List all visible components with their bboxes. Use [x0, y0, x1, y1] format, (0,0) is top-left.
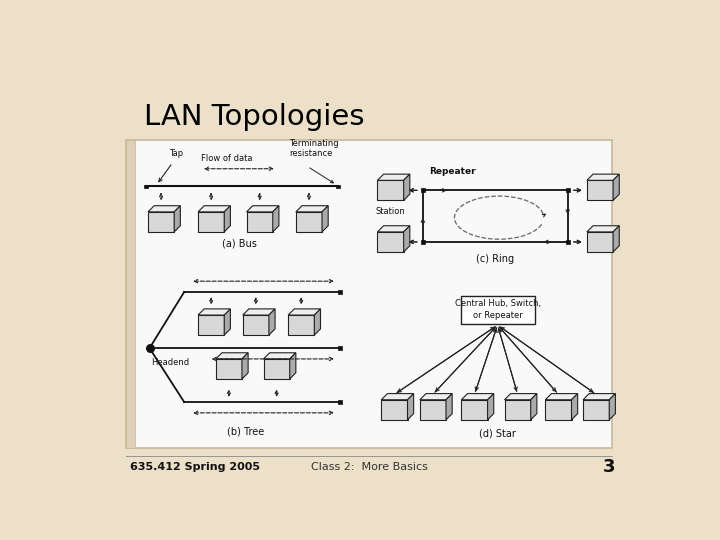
Polygon shape [566, 188, 570, 192]
Polygon shape [273, 206, 279, 232]
Polygon shape [377, 226, 410, 232]
Text: (b) Tree: (b) Tree [228, 427, 264, 436]
Polygon shape [421, 240, 425, 244]
Polygon shape [382, 394, 414, 400]
Polygon shape [572, 394, 577, 420]
Polygon shape [224, 309, 230, 335]
Text: (c) Ring: (c) Ring [476, 254, 514, 264]
Polygon shape [505, 394, 537, 400]
Text: (a) Bus: (a) Bus [222, 239, 257, 248]
Text: Tap: Tap [168, 149, 183, 158]
Polygon shape [420, 394, 452, 400]
Polygon shape [420, 400, 446, 420]
Polygon shape [224, 206, 230, 232]
FancyBboxPatch shape [126, 140, 135, 448]
Polygon shape [198, 315, 224, 335]
Polygon shape [243, 315, 269, 335]
Polygon shape [462, 400, 487, 420]
Text: Central Hub, Switch,: Central Hub, Switch, [454, 299, 541, 308]
Polygon shape [545, 400, 572, 420]
Polygon shape [336, 185, 340, 188]
Text: LAN Topologies: LAN Topologies [144, 103, 364, 131]
Polygon shape [322, 206, 328, 232]
Polygon shape [198, 206, 230, 212]
Polygon shape [408, 394, 414, 420]
Polygon shape [246, 206, 279, 212]
Text: 3: 3 [603, 458, 616, 476]
Polygon shape [462, 394, 494, 400]
Polygon shape [377, 232, 404, 252]
Polygon shape [216, 359, 242, 379]
Polygon shape [144, 185, 148, 188]
Polygon shape [148, 212, 174, 232]
Polygon shape [587, 226, 619, 232]
Polygon shape [269, 309, 275, 335]
Polygon shape [288, 315, 315, 335]
Polygon shape [545, 394, 577, 400]
Polygon shape [338, 290, 342, 294]
Polygon shape [377, 180, 404, 200]
Polygon shape [404, 174, 410, 200]
Polygon shape [198, 309, 230, 315]
Polygon shape [446, 394, 452, 420]
Polygon shape [613, 174, 619, 200]
Text: or Repeater: or Repeater [473, 310, 523, 320]
Polygon shape [243, 309, 275, 315]
Polygon shape [505, 400, 531, 420]
Text: Terminating
resistance: Terminating resistance [289, 139, 338, 158]
Text: (d) Star: (d) Star [479, 429, 516, 438]
Polygon shape [421, 188, 425, 192]
Polygon shape [296, 212, 322, 232]
Text: Repeater: Repeater [429, 167, 476, 177]
Text: Flow of data: Flow of data [201, 154, 252, 164]
FancyBboxPatch shape [461, 296, 534, 323]
Polygon shape [288, 309, 320, 315]
Polygon shape [587, 232, 613, 252]
Polygon shape [613, 226, 619, 252]
Polygon shape [587, 180, 613, 200]
Polygon shape [246, 212, 273, 232]
Polygon shape [174, 206, 180, 232]
Polygon shape [296, 206, 328, 212]
Polygon shape [377, 174, 410, 180]
Polygon shape [566, 240, 570, 244]
Polygon shape [583, 400, 609, 420]
Polygon shape [583, 394, 616, 400]
Polygon shape [487, 394, 494, 420]
Polygon shape [264, 353, 296, 359]
Polygon shape [338, 346, 342, 350]
Polygon shape [315, 309, 320, 335]
Text: Class 2:  More Basics: Class 2: More Basics [310, 462, 428, 472]
Polygon shape [609, 394, 616, 420]
Polygon shape [338, 400, 342, 404]
Polygon shape [587, 174, 619, 180]
Polygon shape [404, 226, 410, 252]
Polygon shape [198, 212, 224, 232]
Polygon shape [289, 353, 296, 379]
Polygon shape [531, 394, 537, 420]
Polygon shape [216, 353, 248, 359]
Polygon shape [264, 359, 289, 379]
Text: Headend: Headend [151, 358, 189, 367]
Polygon shape [242, 353, 248, 379]
Text: Station: Station [376, 207, 405, 216]
Polygon shape [382, 400, 408, 420]
Polygon shape [148, 206, 180, 212]
FancyBboxPatch shape [126, 140, 612, 448]
Text: 635.412 Spring 2005: 635.412 Spring 2005 [130, 462, 261, 472]
